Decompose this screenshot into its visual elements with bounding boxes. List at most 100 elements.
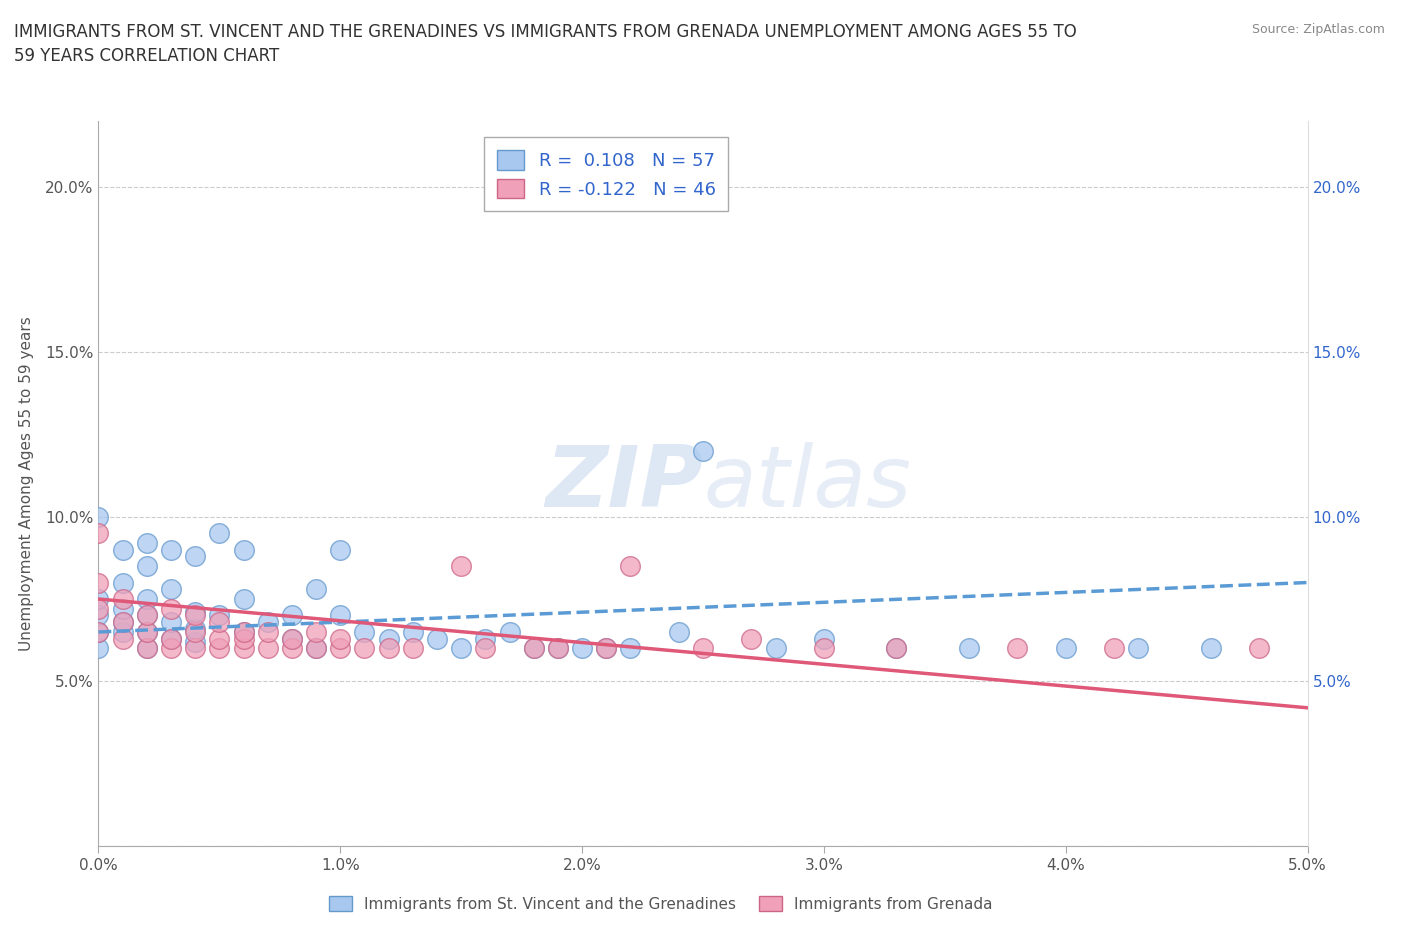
Point (135, 536, 157, 551)
Point (160, 631, 183, 646)
Point (523, 641, 546, 656)
Legend: R =  0.108   N = 57, R = -0.122   N = 46: R = 0.108 N = 57, R = -0.122 N = 46 (484, 138, 728, 211)
Point (256, 641, 278, 656)
Point (232, 641, 254, 656)
Point (208, 615, 231, 630)
Point (87, 625, 110, 640)
Point (426, 631, 449, 646)
Point (886, 641, 908, 656)
Point (135, 559, 157, 574)
Point (1199, 641, 1222, 656)
Point (595, 641, 617, 656)
Point (402, 641, 425, 656)
Point (111, 631, 134, 646)
Point (305, 625, 328, 640)
Point (377, 631, 399, 646)
Point (305, 581, 328, 596)
Text: atlas: atlas (703, 442, 911, 525)
Point (111, 625, 134, 640)
Point (87, 509, 110, 524)
Point (619, 559, 641, 574)
Point (135, 641, 157, 656)
Point (1007, 641, 1029, 656)
Point (160, 641, 183, 656)
Point (329, 542, 352, 557)
Point (87, 641, 110, 656)
Point (135, 608, 157, 623)
Point (668, 625, 690, 640)
Point (135, 608, 157, 623)
Point (450, 641, 472, 656)
Point (692, 641, 714, 656)
Point (474, 641, 496, 656)
Point (160, 615, 183, 630)
Point (111, 602, 134, 617)
Point (232, 625, 254, 640)
Point (329, 631, 352, 646)
Point (111, 615, 134, 630)
Text: Source: ZipAtlas.com: Source: ZipAtlas.com (1251, 23, 1385, 36)
Point (135, 625, 157, 640)
Y-axis label: Unemployment Among Ages 55 to 59 years: Unemployment Among Ages 55 to 59 years (20, 316, 34, 651)
Point (160, 631, 183, 646)
Point (160, 581, 183, 596)
Point (523, 641, 546, 656)
Point (256, 625, 278, 640)
Point (474, 631, 496, 646)
Point (1054, 641, 1077, 656)
Point (160, 542, 183, 557)
Point (208, 525, 231, 540)
Point (353, 641, 375, 656)
Point (329, 608, 352, 623)
Point (135, 591, 157, 606)
Point (619, 641, 641, 656)
Point (111, 591, 134, 606)
Point (595, 641, 617, 656)
Text: IMMIGRANTS FROM ST. VINCENT AND THE GRENADINES VS IMMIGRANTS FROM GRENADA UNEMPL: IMMIGRANTS FROM ST. VINCENT AND THE GREN… (14, 23, 1077, 65)
Point (353, 625, 375, 640)
Point (571, 641, 593, 656)
Point (329, 641, 352, 656)
Point (402, 625, 425, 640)
Point (281, 641, 304, 656)
Point (450, 559, 472, 574)
Point (111, 575, 134, 590)
Point (135, 641, 157, 656)
Point (692, 444, 714, 458)
Point (813, 631, 835, 646)
Point (208, 641, 231, 656)
Point (87, 602, 110, 617)
Point (184, 608, 207, 623)
Point (813, 641, 835, 656)
Point (498, 625, 520, 640)
Point (305, 641, 328, 656)
Point (184, 621, 207, 636)
Point (184, 604, 207, 619)
Point (1249, 641, 1271, 656)
Point (184, 641, 207, 656)
Point (1102, 641, 1125, 656)
Point (232, 591, 254, 606)
Point (184, 634, 207, 649)
Point (886, 641, 908, 656)
Point (135, 625, 157, 640)
Point (208, 608, 231, 623)
Point (87, 625, 110, 640)
Point (184, 625, 207, 640)
Point (232, 631, 254, 646)
Point (232, 625, 254, 640)
Point (377, 641, 399, 656)
Point (957, 641, 980, 656)
Point (184, 549, 207, 564)
Point (256, 615, 278, 630)
Legend: Immigrants from St. Vincent and the Grenadines, Immigrants from Grenada: Immigrants from St. Vincent and the Gren… (323, 889, 998, 918)
Point (765, 641, 787, 656)
Point (87, 591, 110, 606)
Point (160, 602, 183, 617)
Point (740, 631, 762, 646)
Point (87, 575, 110, 590)
Point (111, 542, 134, 557)
Text: ZIP: ZIP (546, 442, 703, 525)
Point (547, 641, 569, 656)
Point (281, 631, 304, 646)
